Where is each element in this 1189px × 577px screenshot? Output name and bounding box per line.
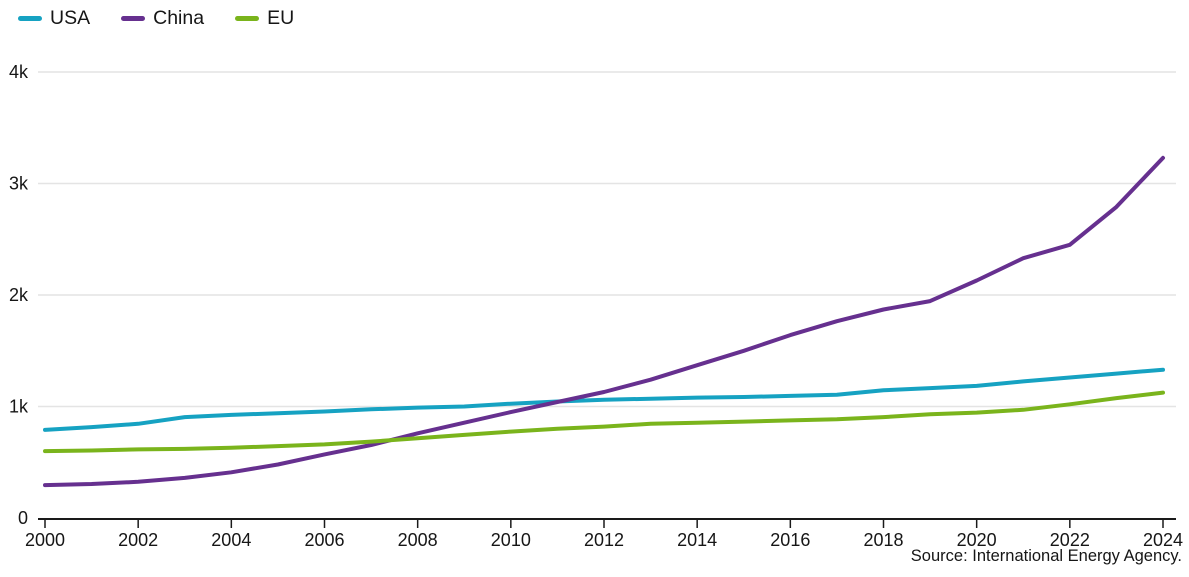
x-axis-label-2018: 2018 <box>863 530 903 550</box>
y-axis-label-4k: 4k <box>9 62 29 82</box>
y-axis-label-3k: 3k <box>9 174 29 194</box>
x-axis-label-2006: 2006 <box>304 530 344 550</box>
legend-swatch-eu <box>235 15 260 21</box>
legend-label-eu: EU <box>267 7 295 29</box>
x-axis-label-2022: 2022 <box>1050 530 1090 550</box>
x-axis-label-2024: 2024 <box>1143 530 1183 550</box>
series-line-usa <box>43 367 1165 432</box>
legend-swatch-china <box>121 15 146 21</box>
series-line-eu <box>43 390 1165 454</box>
x-axis-label-2002: 2002 <box>118 530 158 550</box>
legend-item-usa[interactable]: USA <box>18 7 90 29</box>
x-axis-label-2014: 2014 <box>677 530 717 550</box>
x-axis-label-2008: 2008 <box>398 530 438 550</box>
x-axis-label-2004: 2004 <box>211 530 251 550</box>
y-axis-label-1k: 1k <box>9 397 29 417</box>
legend-item-china[interactable]: China <box>121 7 204 29</box>
source-credit: Source: International Energy Agency. <box>910 547 1182 565</box>
y-axis-label-0: 0 <box>18 508 28 528</box>
legend-item-eu[interactable]: EU <box>235 7 294 29</box>
legend-label-china: China <box>153 7 205 29</box>
x-axis-label-2016: 2016 <box>770 530 810 550</box>
legend-label-usa: USA <box>50 7 91 29</box>
x-axis-label-2012: 2012 <box>584 530 624 550</box>
legend: USA China EU <box>18 7 294 29</box>
x-axis-label-2020: 2020 <box>957 530 997 550</box>
y-axis-label-2k: 2k <box>9 285 29 305</box>
series-line-china <box>43 155 1165 488</box>
x-axis-label-2010: 2010 <box>491 530 531 550</box>
x-axis-label-2000: 2000 <box>25 530 65 550</box>
legend-swatch-usa <box>18 15 42 21</box>
